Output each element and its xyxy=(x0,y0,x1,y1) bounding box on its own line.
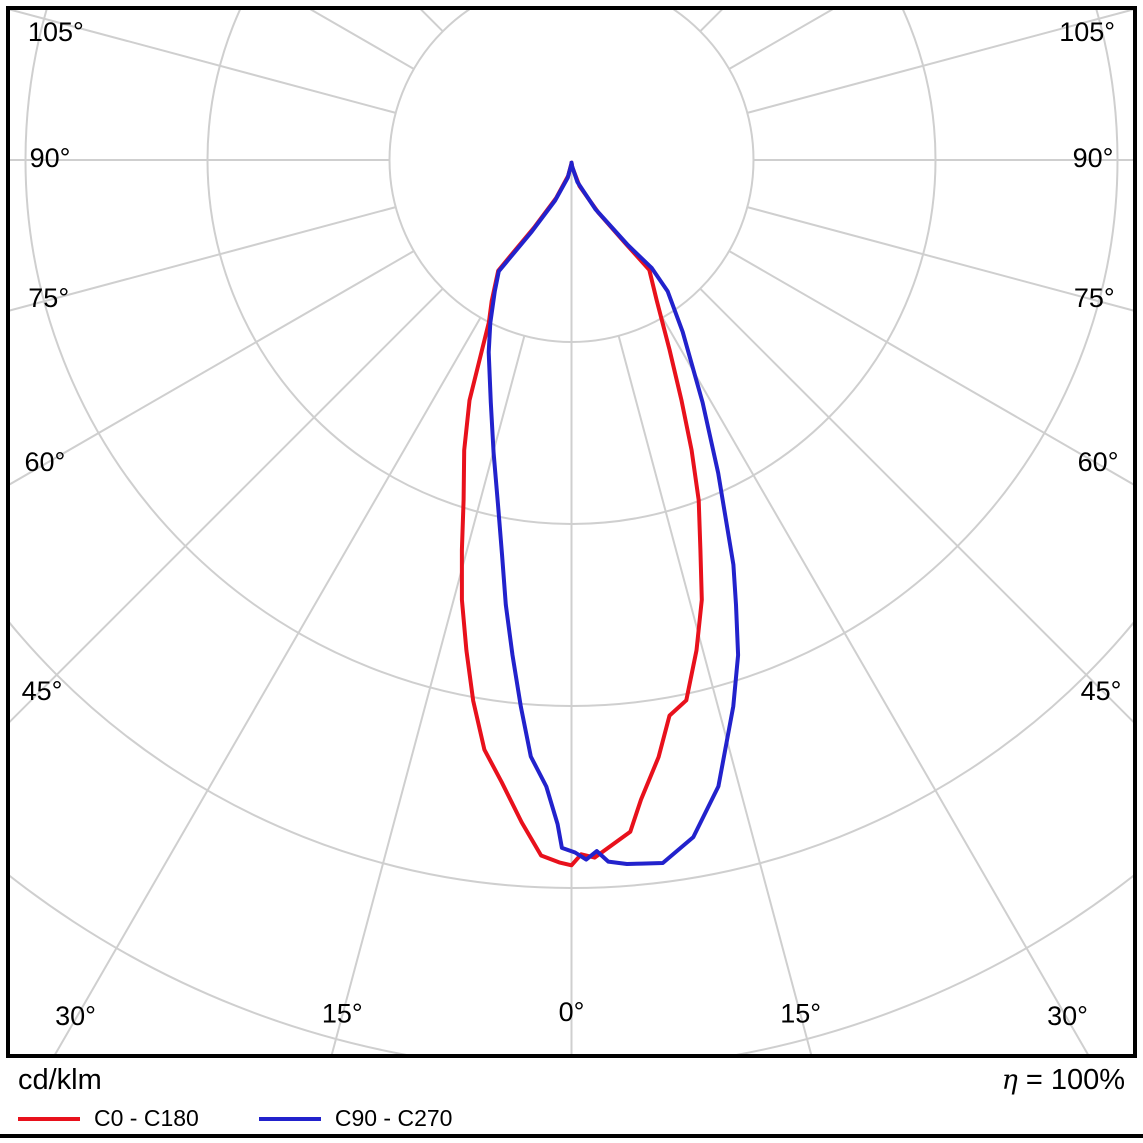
polar-chart: 0° 15° 15° 30° 30° 45° 45° 60° 60° 75° 75° 90° 90° 10… xyxy=(0,0,1143,1058)
grid-spoke xyxy=(747,206,1133,312)
efficiency-value: = 100% xyxy=(1025,1064,1125,1096)
grid-spoke xyxy=(663,0,1143,2)
footer-top-row: cd/klm η = 100% xyxy=(18,1064,1125,1097)
angle-label: 75° xyxy=(1074,283,1115,313)
grid-spoke xyxy=(747,10,1133,114)
grid-spoke xyxy=(661,317,1089,1054)
curves-layer xyxy=(459,160,741,868)
angle-label: 90° xyxy=(30,143,71,173)
grid-spoke xyxy=(699,287,1133,723)
angle-label: 0° xyxy=(559,997,585,1027)
grid-spoke xyxy=(330,335,526,1054)
angle-label: 60° xyxy=(1078,447,1119,477)
angle-label: 15° xyxy=(322,998,363,1028)
legend-swatch-c0-c180 xyxy=(18,1116,80,1121)
legend-swatch-c90-c270 xyxy=(258,1116,321,1121)
grid-spoke xyxy=(10,10,396,114)
legend-item-c90-c270: C90 - C270 xyxy=(258,1105,453,1132)
angle-label: 75° xyxy=(28,283,69,313)
legend-label-c0-c180: C0 - C180 xyxy=(94,1105,199,1131)
grid-spoke xyxy=(728,250,1133,486)
grid-spoke xyxy=(10,206,396,312)
plot-border xyxy=(6,6,1137,1058)
eta-symbol: η xyxy=(1001,1065,1018,1096)
units-label: cd/klm xyxy=(18,1064,102,1096)
angle-label: 30° xyxy=(55,1001,96,1031)
efficiency-label: η = 100% xyxy=(1002,1064,1125,1097)
grid-spoke xyxy=(0,0,481,2)
angle-label: 105° xyxy=(28,17,84,47)
angle-label: 90° xyxy=(1073,143,1114,173)
curve-c90-c270 xyxy=(486,160,741,866)
angle-label: 30° xyxy=(1047,1001,1088,1031)
angle-label: 45° xyxy=(1081,676,1122,706)
polar-grid xyxy=(0,0,1143,1054)
grid-spoke xyxy=(54,317,482,1054)
footer: cd/klm η = 100% C0 - C180 C90 - C270 xyxy=(0,1062,1143,1138)
angle-label: 45° xyxy=(22,676,63,706)
grid-spoke xyxy=(10,250,415,486)
legend: C0 - C180 C90 - C270 xyxy=(18,1105,1125,1132)
legend-label-c90-c270: C90 - C270 xyxy=(334,1105,453,1131)
angle-label: 60° xyxy=(24,447,65,477)
polar-photometric-diagram: 0° 15° 15° 30° 30° 45° 45° 60° 60° 75° 75° 90° 90° 10… xyxy=(0,0,1143,1058)
grid-spoke xyxy=(617,335,813,1054)
angle-label: 15° xyxy=(780,998,821,1028)
legend-item-c0-c180: C0 - C180 xyxy=(18,1105,199,1132)
grid-spoke xyxy=(10,287,444,723)
angle-label: 105° xyxy=(1059,17,1115,47)
